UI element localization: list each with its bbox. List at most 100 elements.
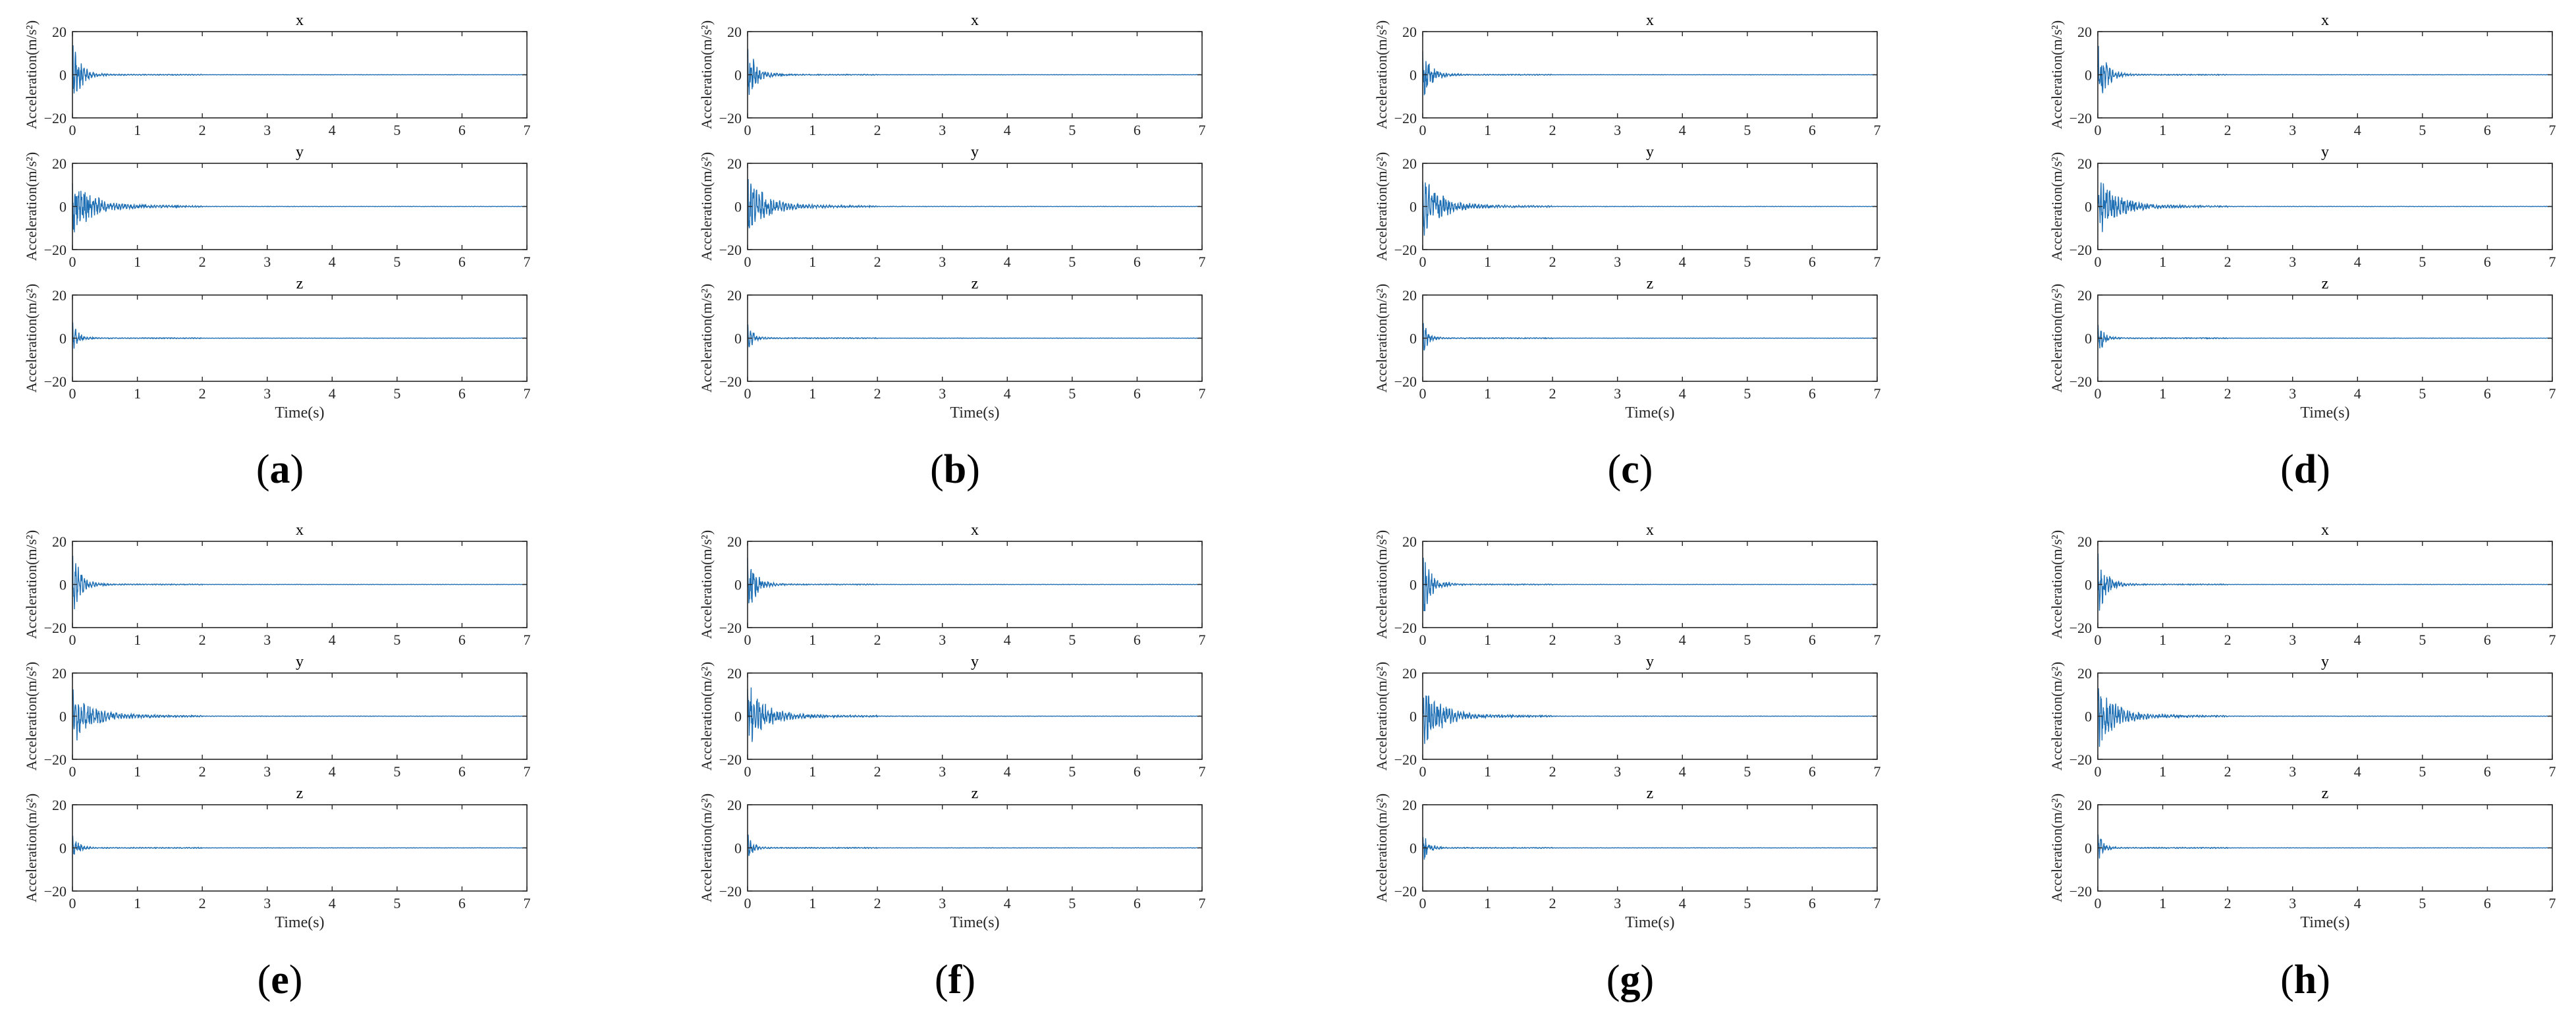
y-axis-label: Acceleration(m/s²) — [1373, 284, 1390, 392]
y-tick-label: −20 — [719, 620, 742, 636]
x-tick-label: 1 — [134, 895, 141, 911]
x-tick-label: 7 — [1199, 122, 1206, 138]
x-tick-label: 7 — [1199, 254, 1206, 270]
y-tick-label: −20 — [1394, 883, 1417, 900]
series-line-y — [747, 179, 1203, 229]
y-tick-label: 0 — [2085, 577, 2092, 593]
x-tick-label: 6 — [1809, 632, 1816, 648]
x-tick-label: 1 — [2159, 632, 2166, 648]
panel-label-close: ) — [2316, 958, 2330, 1002]
y-tick-label: 0 — [59, 577, 67, 593]
y-tick-label: 0 — [1410, 840, 1417, 857]
y-tick-label: 20 — [2077, 665, 2092, 682]
x-tick-label: 3 — [2289, 254, 2296, 270]
x-tick-label: 5 — [2419, 632, 2426, 648]
y-tick-label: 20 — [2077, 533, 2092, 550]
subplot-title: z — [296, 275, 304, 292]
subplot-title: y — [2321, 144, 2329, 161]
x-tick-label: 3 — [939, 254, 946, 270]
x-tick-label: 6 — [1134, 122, 1141, 138]
series-line-x — [72, 45, 528, 94]
y-tick-label: 0 — [1410, 577, 1417, 593]
y-tick-label: 0 — [59, 331, 67, 347]
y-tick-label: −20 — [719, 373, 742, 390]
x-tick-label: 0 — [1419, 632, 1427, 648]
x-tick-label: 1 — [809, 385, 816, 402]
y-tick-label: 0 — [59, 199, 67, 215]
x-tick-label: 6 — [1809, 122, 1816, 138]
y-axis-label: Acceleration(m/s²) — [23, 284, 40, 392]
x-tick-label: 2 — [199, 632, 206, 648]
series-line-x — [747, 558, 1203, 604]
y-tick-label: 0 — [59, 709, 67, 725]
x-tick-label: 1 — [2159, 385, 2166, 402]
x-tick-label: 6 — [1809, 385, 1816, 402]
subplot-title: x — [2321, 12, 2329, 29]
x-tick-label: 0 — [69, 254, 76, 270]
y-tick-label: 0 — [2085, 199, 2092, 215]
x-tick-label: 0 — [69, 385, 76, 402]
series-line-y — [72, 183, 528, 232]
y-tick-label: −20 — [1394, 110, 1417, 126]
x-tick-label: 0 — [1419, 385, 1427, 402]
x-tick-label: 5 — [1068, 385, 1076, 402]
x-tick-label: 7 — [1874, 385, 1881, 402]
y-tick-label: −20 — [2069, 110, 2092, 126]
subplot-title: z — [1647, 785, 1654, 802]
x-tick-label: 7 — [1199, 385, 1206, 402]
x-tick-label: 7 — [524, 385, 531, 402]
x-tick-label: 3 — [939, 763, 946, 780]
subplot-title: y — [971, 653, 979, 670]
x-tick-label: 4 — [1004, 632, 1011, 648]
x-tick-label: 5 — [1743, 763, 1751, 780]
x-axis-label: Time(s) — [275, 404, 324, 421]
y-tick-label: −20 — [44, 620, 67, 636]
y-tick-label: −20 — [2069, 242, 2092, 258]
x-tick-label: 1 — [1484, 254, 1491, 270]
panel-label-close: ) — [966, 447, 980, 492]
x-tick-label: 5 — [2419, 895, 2426, 911]
x-tick-label: 0 — [2095, 895, 2102, 911]
x-tick-label: 0 — [744, 632, 752, 648]
x-tick-label: 6 — [1809, 254, 1816, 270]
panel-label-open: ( — [258, 958, 271, 1002]
y-tick-label: −20 — [44, 242, 67, 258]
subplot-title: z — [972, 785, 979, 802]
x-tick-label: 3 — [1614, 122, 1621, 138]
x-tick-label: 4 — [329, 895, 336, 911]
x-tick-label: 7 — [1874, 254, 1881, 270]
x-tick-label: 4 — [329, 385, 336, 402]
y-tick-label: −20 — [44, 110, 67, 126]
x-tick-label: 4 — [1004, 254, 1011, 270]
y-tick-label: 20 — [52, 797, 67, 813]
x-tick-label: 3 — [1614, 632, 1621, 648]
subplot-title: z — [2322, 785, 2329, 802]
panel-label-letter: e — [271, 958, 289, 1002]
x-tick-label: 4 — [1004, 763, 1011, 780]
y-tick-label: −20 — [44, 751, 67, 768]
panel-label: (e) — [258, 958, 303, 1002]
y-tick-label: 20 — [1402, 155, 1417, 172]
subplot-title: y — [296, 653, 304, 670]
y-tick-label: 0 — [2085, 331, 2092, 347]
x-tick-label: 5 — [2419, 385, 2426, 402]
x-tick-label: 5 — [1743, 385, 1751, 402]
x-axis-label: Time(s) — [275, 914, 324, 931]
x-tick-label: 5 — [1068, 122, 1076, 138]
series-line-z — [747, 324, 1203, 348]
x-tick-label: 4 — [1004, 122, 1011, 138]
x-tick-label: 1 — [809, 895, 816, 911]
subplot-title: y — [296, 144, 304, 161]
series-line-y — [2097, 688, 2553, 747]
y-tick-label: 20 — [52, 287, 67, 304]
